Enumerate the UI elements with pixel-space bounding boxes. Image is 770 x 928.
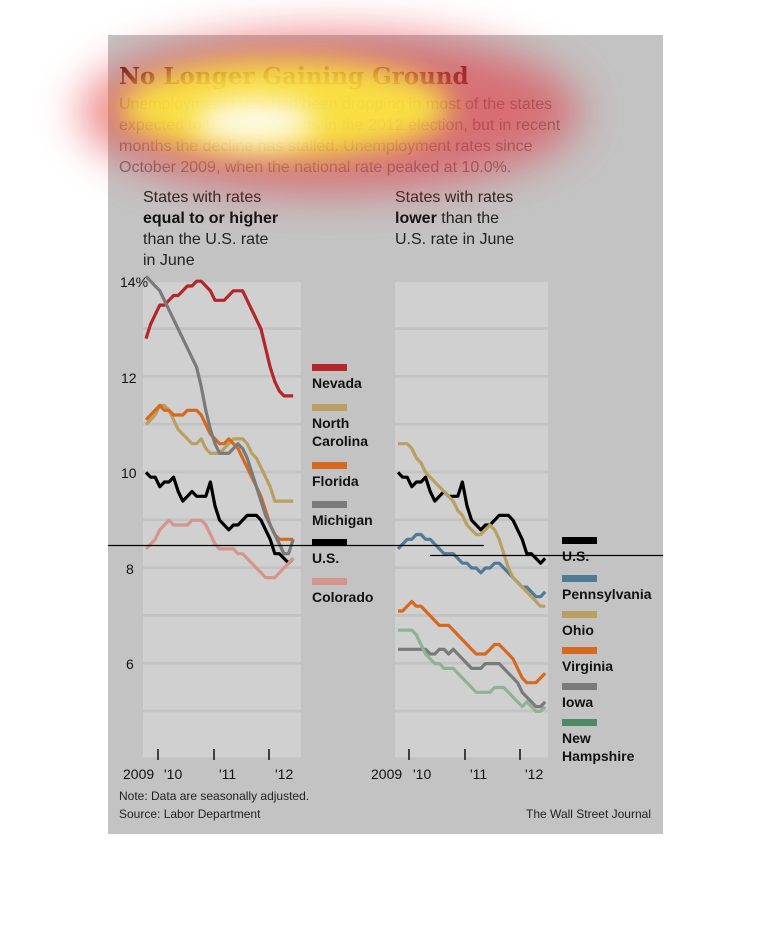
right-panel: U.S.PennsylvaniaOhioVirginiaIowaNewHamps…: [395, 282, 652, 764]
left-header-line: States with rates: [143, 189, 261, 206]
legend-swatch: [562, 647, 597, 654]
legend-label: New: [562, 730, 591, 746]
series-line-virginia: [398, 599, 547, 685]
plot-band: [143, 521, 301, 567]
legend-label: Carolina: [312, 433, 368, 449]
legend-item: U.S.: [312, 539, 347, 566]
legend-swatch: [312, 364, 347, 371]
right-header-line2: lower than the: [395, 210, 499, 227]
legend-label: Ohio: [562, 622, 594, 638]
plot-band: [143, 377, 301, 423]
y-tick-label: 6: [126, 656, 134, 672]
source: Source: Labor Department: [119, 807, 261, 821]
x-tick-label: '12: [525, 766, 543, 782]
right-header-line: States with rates: [395, 189, 513, 206]
legend-label: U.S.: [312, 550, 339, 566]
legend-swatch: [562, 719, 597, 726]
y-tick-label: 8: [126, 561, 134, 577]
series-line-ohio: [398, 442, 546, 608]
legend-swatch: [312, 539, 347, 546]
y-tick-label: 12: [121, 370, 137, 386]
legend-label: Michigan: [312, 512, 373, 528]
x-tick-label: '12: [275, 766, 293, 782]
left-header-bold: equal to or higher: [143, 210, 278, 227]
plot-band: [143, 712, 301, 758]
x-tick-label: '10: [164, 766, 182, 782]
legend-swatch: [562, 537, 597, 544]
x-tick-label: '10: [413, 766, 431, 782]
legend-swatch: [312, 404, 347, 411]
legend-item: Ohio: [562, 611, 597, 638]
plot-band: [395, 473, 548, 519]
right-header-bold: lower: [395, 210, 437, 227]
legend-label: Pennsylvania: [562, 586, 652, 602]
legend-item: North Carolina: [312, 404, 368, 449]
y-tick-label: 10: [121, 465, 137, 481]
legend-swatch: [562, 575, 597, 582]
legend-item: Pennsylvania: [562, 575, 652, 602]
plot-band: [395, 616, 548, 662]
x-tick-label: 2009: [123, 766, 154, 782]
plot-band: [143, 282, 301, 328]
legend-item: Virginia: [562, 647, 613, 674]
series-line-nevada: [144, 279, 294, 398]
legend-swatch: [312, 462, 347, 469]
left-panel: Nevada North Carolina Florida Michigan U.S. Co…: [143, 275, 373, 760]
y-tick-label: 14%: [120, 274, 148, 290]
legend-swatch: [562, 611, 597, 618]
plot-band: [395, 330, 548, 375]
legend-label: Hampshire: [562, 748, 635, 764]
plot-band: [395, 282, 548, 328]
subtitle-line: Unemployment rates had been dropping in …: [119, 96, 552, 113]
legend-item: Michigan: [312, 501, 373, 528]
legend-item: Colorado: [312, 578, 373, 605]
credit: The Wall Street Journal: [526, 807, 651, 821]
x-tick-label: '11: [470, 766, 487, 782]
chart-title: No Longer Gaining Ground: [119, 63, 469, 90]
plot-band: [143, 616, 301, 662]
left-header-line: than the U.S. rate: [143, 231, 269, 248]
legend-label: Virginia: [562, 658, 613, 674]
plot-band: [143, 330, 301, 375]
x-tick-label: '11: [219, 766, 236, 782]
plot-band: [143, 664, 301, 710]
right-header-rest: than the: [437, 210, 499, 227]
legend-item: Iowa: [562, 683, 597, 710]
legend-label: Iowa: [562, 694, 593, 710]
series-line-new-hampshire: [398, 628, 547, 713]
series-line-u-s: [144, 471, 295, 565]
plot-band: [143, 473, 301, 519]
legend-label: Nevada: [312, 375, 362, 391]
x-tick-label: 2009: [371, 766, 402, 782]
legend-swatch: [562, 683, 597, 690]
right-header-line: U.S. rate in June: [395, 231, 514, 248]
legend-item: Nevada: [312, 364, 362, 391]
series-line-colorado: [144, 518, 295, 580]
subtitle-line: October 2009, when the national rate pea…: [119, 159, 511, 176]
subtitle-line: months the decline has stalled. Unemploy…: [119, 138, 533, 155]
legend-item: New Hampshire: [562, 719, 635, 764]
legend-label: Colorado: [312, 589, 373, 605]
legend-label: Florida: [312, 473, 359, 489]
legend-swatch: [312, 501, 347, 508]
subtitle-line: expected to be battlegounds in the 2012 …: [119, 117, 561, 134]
series-line-u-s: [396, 471, 547, 565]
legend-item: Florida: [312, 462, 359, 489]
plot-band: [395, 377, 548, 423]
legend-label: North: [312, 415, 349, 431]
series-line-michigan: [144, 275, 295, 556]
note: Note: Data are seasonally adjusted.: [119, 789, 309, 803]
plot-band: [143, 425, 301, 471]
plot-band: [395, 712, 548, 758]
plot-band: [395, 425, 548, 471]
left-header-line: in June: [143, 252, 195, 269]
legend-swatch: [312, 578, 347, 585]
